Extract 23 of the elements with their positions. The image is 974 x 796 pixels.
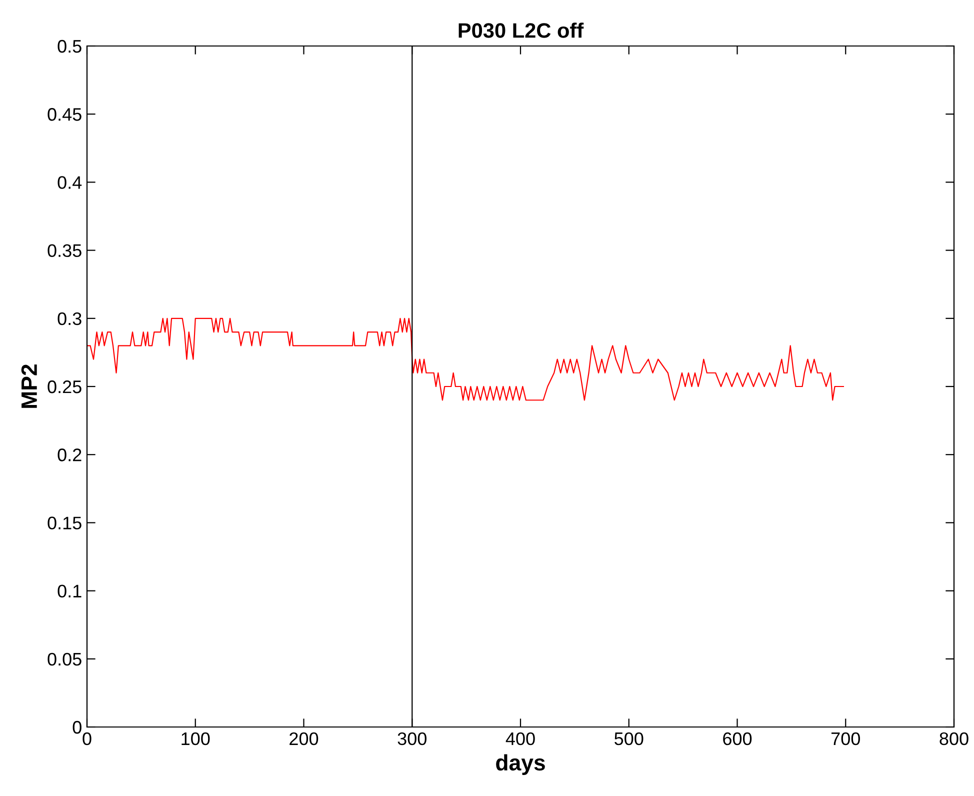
chart-title: P030 L2C off	[458, 22, 584, 38]
x-tick-label: 100	[182, 732, 210, 746]
y-tick-label: 0.45	[48, 108, 82, 121]
y-tick-label: 0	[72, 720, 82, 734]
y-axis-title: MP2	[21, 364, 37, 408]
x-tick-label: 700	[831, 732, 860, 746]
y-tick-label: 0.25	[48, 380, 82, 394]
x-tick-label: 800	[940, 732, 968, 746]
x-tick-label: 0	[82, 732, 92, 746]
x-axis-title: days	[496, 754, 545, 775]
y-tick-label: 0.1	[58, 584, 82, 598]
y-tick-label: 0.4	[58, 176, 82, 189]
y-tick-label: 0.05	[48, 652, 82, 666]
y-tick-label: 0.35	[48, 244, 82, 258]
y-tick-label: 0.5	[58, 40, 82, 53]
x-tick-label: 200	[290, 732, 318, 746]
x-tick-label: 500	[614, 732, 644, 746]
y-tick-label: 0.15	[48, 516, 82, 530]
y-tick-label: 0.2	[58, 448, 82, 462]
x-tick-label: 400	[506, 732, 535, 746]
y-tick-label: 0.3	[58, 312, 82, 326]
x-tick-label: 600	[723, 732, 752, 746]
x-tick-label: 300	[398, 732, 426, 746]
